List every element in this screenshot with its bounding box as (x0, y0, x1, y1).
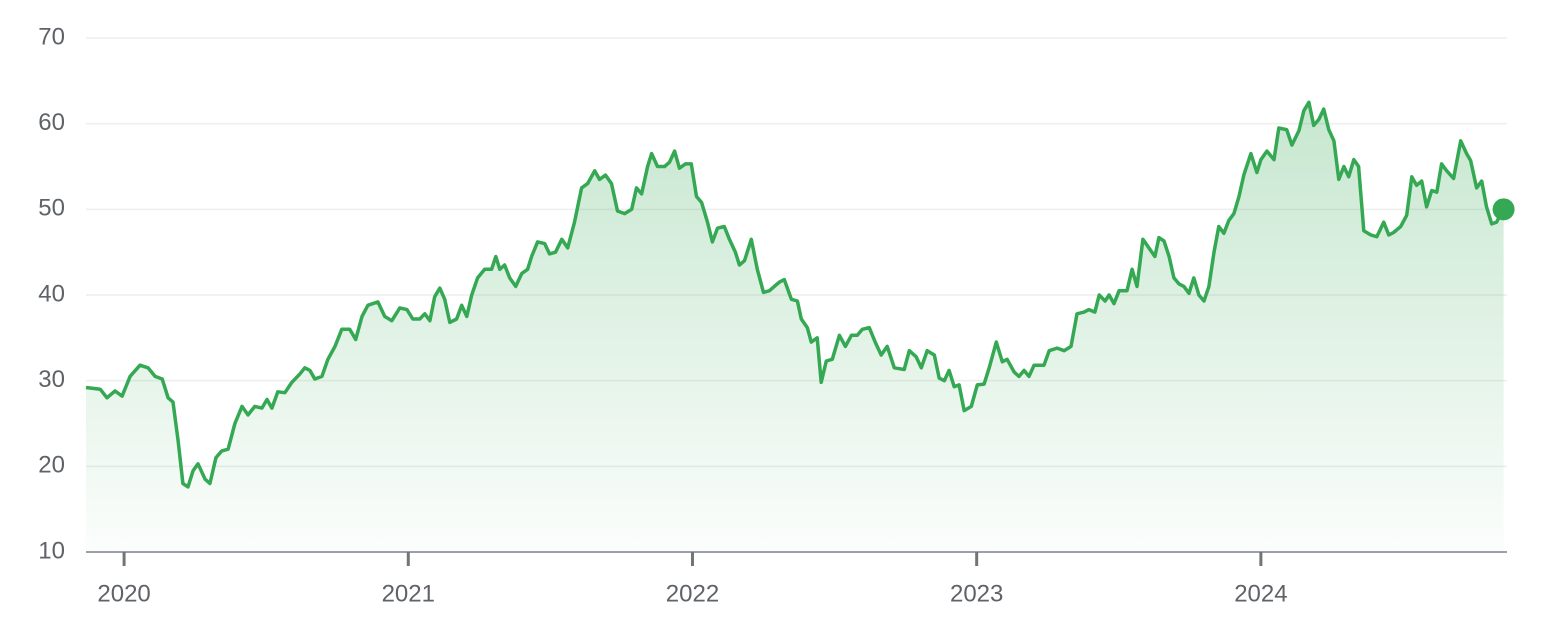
y-tick-label: 70 (38, 23, 65, 50)
x-tick-label: 2024 (1234, 580, 1287, 607)
y-tick-label: 20 (38, 452, 65, 479)
y-tick-label: 50 (38, 195, 65, 222)
x-tick-label: 2020 (97, 580, 150, 607)
price-line (85, 100, 1506, 489)
x-tick-label: 2023 (950, 580, 1003, 607)
area (86, 102, 1504, 552)
y-tick-label: 10 (38, 537, 65, 564)
x-tick-label: 2021 (382, 580, 435, 607)
x-tick-label: 2022 (666, 580, 719, 607)
y-tick-label: 60 (38, 109, 65, 136)
y-tick-label: 40 (38, 280, 65, 307)
last-point-marker (1492, 198, 1515, 221)
y-tick-label: 30 (38, 366, 65, 393)
